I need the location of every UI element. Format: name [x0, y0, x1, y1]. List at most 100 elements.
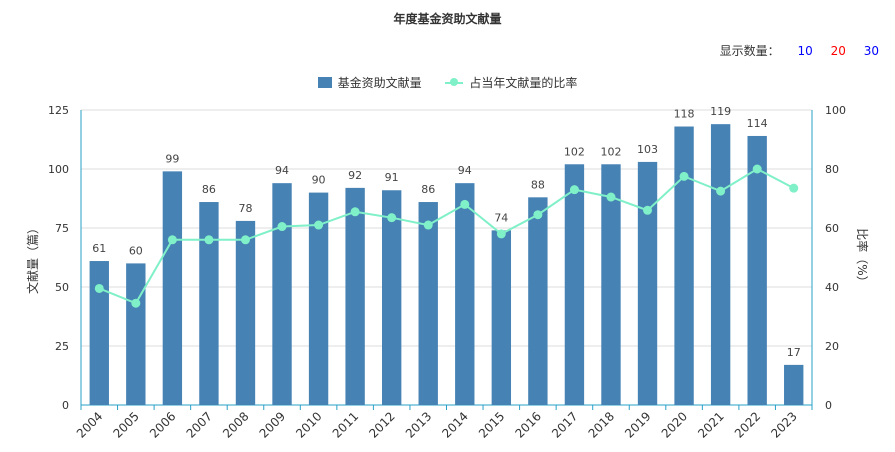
bar — [601, 164, 621, 405]
bar — [710, 124, 731, 405]
bar-data-label: 92 — [348, 169, 362, 182]
bar-data-label: 86 — [202, 183, 216, 196]
bar-data-label: 90 — [312, 174, 326, 187]
bar-data-label: 94 — [275, 164, 289, 177]
bar-series — [89, 124, 804, 406]
bar-data-label: 61 — [92, 242, 106, 255]
line-point — [204, 235, 214, 245]
line-point — [569, 185, 579, 195]
line-point — [94, 283, 104, 293]
bar — [308, 192, 329, 405]
x-tick-label: 2018 — [586, 409, 617, 440]
x-tick-label: 2019 — [622, 409, 653, 440]
line-point — [789, 183, 799, 193]
bar-data-label: 119 — [710, 105, 731, 118]
bar — [381, 190, 402, 405]
line-point — [350, 207, 360, 217]
bar — [674, 126, 694, 406]
legend-item-bar-series[interactable]: 基金资助文献量 — [317, 74, 422, 91]
x-tick-label: 2021 — [695, 409, 726, 440]
x-tick-label: 2015 — [476, 409, 507, 440]
bar-data-label: 78 — [238, 202, 252, 215]
line-point — [752, 164, 762, 174]
x-tick-label: 2016 — [512, 409, 543, 440]
x-tick-label: 2004 — [74, 409, 105, 440]
legend-swatch-bar — [317, 77, 332, 88]
line-path — [98, 167, 795, 305]
y-right-tick-label: 0 — [825, 399, 832, 412]
bar — [89, 261, 109, 405]
y-axis-left-label: 文献量（篇） — [25, 222, 40, 294]
bar — [564, 164, 585, 405]
line-point — [496, 229, 506, 239]
bar-data-label: 91 — [385, 171, 399, 184]
x-tick-label: 2023 — [768, 409, 799, 440]
bar — [199, 202, 219, 405]
display-count-option-30[interactable]: 30 — [863, 44, 879, 58]
x-tick-label: 2014 — [439, 409, 470, 440]
line-point — [387, 213, 397, 223]
chart-legend: 基金资助文献量 占当年文献量的比率 — [0, 74, 895, 91]
bar-data-label: 88 — [531, 178, 545, 191]
bar-data-label: 99 — [165, 152, 179, 165]
y-right-tick-label: 100 — [825, 104, 846, 117]
x-tick-label: 2006 — [147, 409, 178, 440]
line-point — [460, 199, 470, 209]
x-tick-label: 2017 — [549, 409, 580, 440]
line-point — [131, 298, 141, 308]
x-tick-label: 2011 — [330, 409, 361, 440]
line-point — [643, 205, 653, 215]
line-point — [679, 171, 689, 181]
x-tick-label: 2008 — [220, 409, 251, 440]
line-point — [423, 220, 433, 230]
x-tick-label: 2010 — [293, 409, 324, 440]
grid-lines — [81, 109, 812, 347]
bar-data-label: 114 — [747, 117, 768, 130]
display-count-option-20[interactable]: 20 — [830, 44, 846, 58]
bar-data-label: 103 — [637, 143, 658, 156]
bar — [528, 197, 548, 405]
y-axis-left-ticks: 0 25 50 75 100 125 — [48, 104, 69, 412]
bar — [747, 135, 767, 405]
bar-data-labels: 61 60 99 86 78 94 90 92 91 86 94 74 88 102 102 103 118 11… — [92, 105, 800, 359]
chart-title: 年度基金资助文献量 — [393, 12, 502, 26]
bar-data-label: 102 — [564, 145, 585, 158]
bar — [235, 220, 256, 405]
bar-data-label: 102 — [600, 145, 621, 158]
line-point — [167, 235, 177, 245]
y-right-tick-label: 60 — [825, 222, 839, 235]
bar-data-label: 60 — [129, 244, 143, 257]
y-left-tick-label: 100 — [48, 163, 69, 176]
bar-data-label: 17 — [787, 346, 801, 359]
y-right-tick-label: 80 — [825, 163, 839, 176]
line-point — [533, 210, 543, 220]
legend-swatch-line — [445, 77, 464, 88]
y-left-tick-label: 75 — [55, 222, 69, 235]
line-point — [716, 186, 726, 196]
x-tick-label: 2007 — [184, 409, 215, 440]
display-count-label: 显示数量： — [719, 44, 780, 58]
legend-item-line-series[interactable]: 占当年文献量的比率 — [445, 74, 577, 91]
line-series — [94, 164, 799, 308]
x-tick-label: 2013 — [403, 409, 434, 440]
bar — [126, 263, 146, 405]
bar — [272, 183, 292, 405]
bar-data-label: 86 — [421, 183, 435, 196]
bar-data-label: 118 — [674, 108, 695, 121]
x-tick-label: 2020 — [659, 409, 690, 440]
y-axis-right-label: 比率（%） — [855, 228, 870, 287]
bar — [345, 187, 365, 405]
y-left-tick-label: 125 — [48, 104, 69, 117]
display-count-option-10[interactable]: 10 — [797, 44, 813, 58]
display-count-selector: 显示数量： 10 20 30 — [720, 42, 879, 59]
legend-label-line-series: 占当年文献量的比率 — [469, 76, 578, 90]
bar — [784, 364, 804, 405]
legend-label-bar-series: 基金资助文献量 — [337, 76, 422, 90]
x-tick-label: 2009 — [257, 409, 288, 440]
line-point — [277, 222, 287, 232]
line-point — [314, 220, 324, 230]
line-point — [240, 235, 250, 245]
bar-data-label: 74 — [494, 211, 508, 224]
bar — [637, 161, 658, 405]
